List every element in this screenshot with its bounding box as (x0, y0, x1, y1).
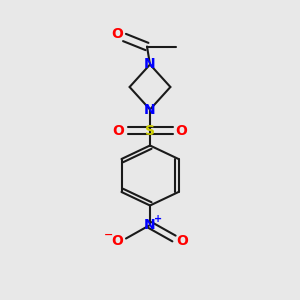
Text: O: O (112, 234, 124, 248)
Text: O: O (176, 234, 188, 248)
Text: N: N (144, 103, 156, 116)
Text: S: S (145, 124, 155, 137)
Text: O: O (112, 124, 124, 137)
Text: N: N (144, 58, 156, 71)
Text: O: O (176, 124, 188, 137)
Text: O: O (111, 28, 123, 41)
Text: −: − (104, 230, 113, 240)
Text: N: N (144, 218, 156, 232)
Text: +: + (154, 214, 163, 224)
